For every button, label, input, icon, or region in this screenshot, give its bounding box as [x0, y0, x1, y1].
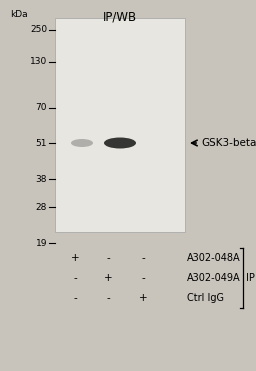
- Text: -: -: [73, 273, 77, 283]
- Text: kDa: kDa: [10, 10, 28, 19]
- Text: +: +: [104, 273, 112, 283]
- Text: -: -: [73, 293, 77, 303]
- Text: A302-049A: A302-049A: [187, 273, 241, 283]
- Text: 28: 28: [36, 203, 47, 211]
- Text: Ctrl IgG: Ctrl IgG: [187, 293, 224, 303]
- Text: 70: 70: [36, 104, 47, 112]
- Text: 250: 250: [30, 26, 47, 35]
- Text: 51: 51: [36, 138, 47, 148]
- Ellipse shape: [71, 139, 93, 147]
- Text: +: +: [139, 293, 147, 303]
- Text: 130: 130: [30, 58, 47, 66]
- Text: IP: IP: [246, 273, 255, 283]
- Text: 38: 38: [36, 174, 47, 184]
- Text: -: -: [106, 293, 110, 303]
- Text: -: -: [106, 253, 110, 263]
- Text: A302-048A: A302-048A: [187, 253, 241, 263]
- Text: -: -: [141, 253, 145, 263]
- Ellipse shape: [104, 138, 136, 148]
- Text: -: -: [141, 273, 145, 283]
- Text: 19: 19: [36, 239, 47, 247]
- Text: +: +: [71, 253, 79, 263]
- Bar: [55, 18, 185, 232]
- Text: GSK3-beta: GSK3-beta: [201, 138, 256, 148]
- Text: IP/WB: IP/WB: [103, 10, 137, 23]
